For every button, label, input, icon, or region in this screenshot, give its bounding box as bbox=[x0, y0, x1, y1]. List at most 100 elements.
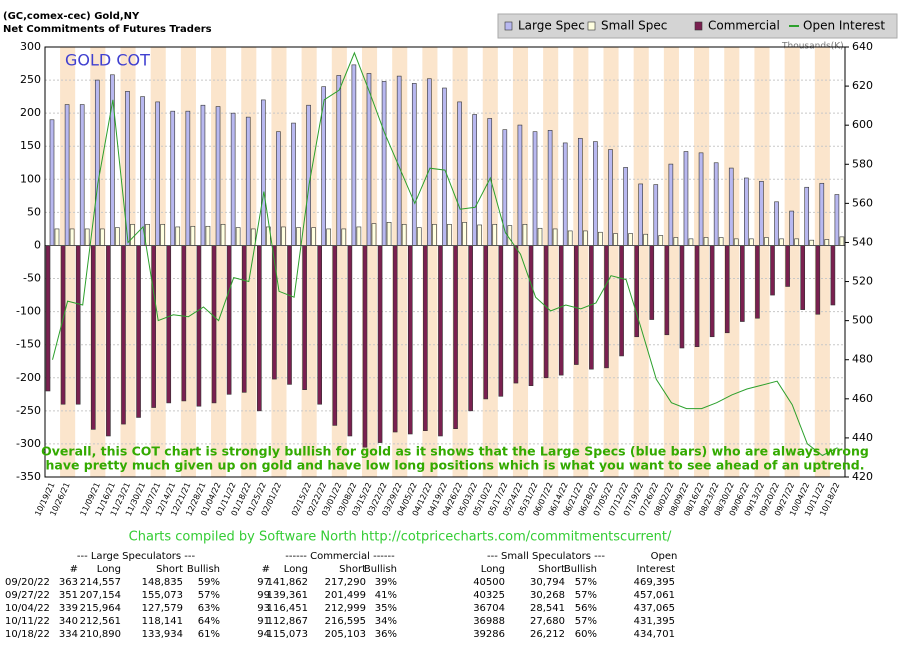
bar bbox=[392, 245, 398, 433]
table-cell: 39286 bbox=[473, 629, 505, 640]
bar bbox=[683, 151, 689, 246]
table-column-header: Short bbox=[156, 564, 183, 575]
bar bbox=[749, 238, 754, 246]
bar bbox=[121, 245, 126, 425]
bar bbox=[115, 227, 120, 246]
band bbox=[694, 47, 710, 477]
table-cell: 93 bbox=[257, 603, 270, 614]
bar bbox=[94, 79, 100, 246]
table-cell: 351 bbox=[59, 590, 78, 601]
y2-tick-label: 580 bbox=[852, 157, 873, 170]
bar bbox=[709, 245, 715, 338]
bar bbox=[472, 114, 477, 246]
table-column-header: Bullish bbox=[564, 564, 597, 575]
bar bbox=[809, 239, 815, 246]
band bbox=[663, 47, 679, 477]
bar bbox=[245, 116, 251, 246]
legend-label: Large Spec bbox=[518, 19, 585, 33]
table-cell: 28,541 bbox=[530, 603, 565, 614]
y2-tick-label: 540 bbox=[852, 235, 873, 248]
table-cell: 36% bbox=[375, 629, 397, 640]
table-column-header: # bbox=[70, 564, 78, 575]
bar bbox=[287, 245, 292, 385]
table-cell: 41% bbox=[375, 590, 397, 601]
bar bbox=[688, 238, 694, 246]
table-cell: 212,999 bbox=[325, 603, 366, 614]
table-cell: 40500 bbox=[473, 577, 505, 588]
bar bbox=[578, 137, 583, 246]
bar bbox=[401, 223, 407, 246]
table-column-header: Short bbox=[538, 564, 565, 575]
table-cell: 36988 bbox=[473, 616, 505, 627]
bar bbox=[84, 228, 90, 246]
table-cell: 469,395 bbox=[634, 577, 675, 588]
table-group-header: Open bbox=[651, 551, 678, 562]
bar bbox=[241, 245, 247, 393]
bar bbox=[90, 245, 96, 430]
table-column-header: # bbox=[262, 564, 270, 575]
table-cell: 334 bbox=[59, 629, 78, 640]
y2-tick-label: 600 bbox=[852, 118, 873, 131]
table-column-header: Interest bbox=[636, 564, 675, 575]
table-cell: 118,141 bbox=[142, 616, 183, 627]
table-cell: 27,680 bbox=[530, 616, 565, 627]
bar bbox=[257, 245, 262, 412]
bar bbox=[502, 129, 508, 246]
table-cell: 205,103 bbox=[325, 629, 366, 640]
bar bbox=[698, 152, 704, 246]
band bbox=[573, 47, 589, 477]
bar bbox=[453, 245, 458, 430]
bar bbox=[64, 104, 70, 246]
y-tick-label: -150 bbox=[16, 338, 41, 351]
band bbox=[784, 47, 800, 477]
bar bbox=[261, 99, 266, 246]
footer: Charts compiled by Software North http:/… bbox=[129, 530, 672, 545]
bar bbox=[411, 83, 417, 246]
bar bbox=[713, 162, 719, 246]
bar bbox=[562, 142, 568, 246]
bar bbox=[371, 223, 377, 246]
band bbox=[724, 47, 740, 477]
bar bbox=[442, 87, 447, 246]
bar bbox=[819, 182, 825, 246]
bar bbox=[250, 228, 256, 246]
table-cell: 431,395 bbox=[634, 616, 675, 627]
bar bbox=[638, 183, 643, 246]
y-tick-label: -350 bbox=[16, 470, 41, 483]
bar bbox=[332, 245, 338, 426]
legend-swatch bbox=[694, 21, 703, 31]
y2-tick-label: 500 bbox=[852, 314, 873, 327]
bar bbox=[507, 225, 513, 246]
bar bbox=[79, 104, 85, 246]
table-cell: 155,073 bbox=[142, 590, 183, 601]
bar bbox=[770, 245, 775, 296]
table-group-header: --- Small Speculators --- bbox=[487, 551, 605, 562]
bar bbox=[774, 201, 779, 246]
bar bbox=[694, 245, 700, 347]
table-cell: 91 bbox=[257, 616, 270, 627]
bar bbox=[220, 223, 226, 246]
table-cell: 457,061 bbox=[634, 590, 675, 601]
bar bbox=[205, 225, 211, 246]
chart-title: (GC,comex-cec) Gold,NY bbox=[3, 11, 140, 22]
bar bbox=[664, 245, 670, 336]
table-cell: 40325 bbox=[473, 590, 505, 601]
y-tick-label: -200 bbox=[16, 371, 41, 384]
table-cell: 214,557 bbox=[80, 577, 121, 588]
table-cell: 10/04/22 bbox=[5, 603, 50, 614]
bar bbox=[839, 236, 845, 246]
table-cell: 94 bbox=[257, 629, 270, 640]
bar bbox=[99, 228, 105, 246]
band bbox=[633, 47, 649, 477]
table-cell: 340 bbox=[59, 616, 78, 627]
bar bbox=[45, 245, 51, 392]
y2-tick-label: 480 bbox=[852, 353, 873, 366]
bar bbox=[326, 228, 331, 246]
table-cell: 112,867 bbox=[267, 616, 308, 627]
table-cell: 141,862 bbox=[267, 577, 308, 588]
legend-label: Small Spec bbox=[601, 19, 667, 33]
table-cell: 30,268 bbox=[530, 590, 565, 601]
y2-tick-label: 420 bbox=[852, 470, 873, 483]
table-cell: 116,451 bbox=[267, 603, 308, 614]
